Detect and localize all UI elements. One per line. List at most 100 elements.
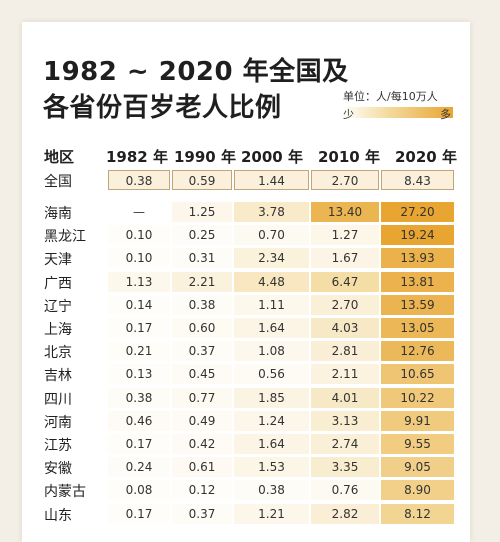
heat-cell: 4.01	[311, 387, 379, 408]
heat-cell: 19.24	[381, 225, 454, 246]
heat-cell: 0.38	[108, 387, 170, 408]
cell-value: 2.11	[331, 367, 359, 382]
heat-cell: 0.13	[108, 364, 170, 385]
heat-cell: 4.48	[234, 271, 309, 292]
heat-cell: 0.38	[108, 170, 170, 190]
cell-value: 27.20	[400, 205, 435, 219]
heat-cell: 0.77	[172, 387, 232, 408]
column-header-2020: 2020 年	[395, 148, 457, 166]
heat-cell: 13.81	[381, 271, 454, 292]
cell-value: 8.43	[404, 174, 431, 188]
cell-value: 3.13	[331, 413, 359, 428]
heat-cell: 12.76	[381, 341, 454, 362]
heat-cell: 0.21	[108, 341, 170, 362]
cell-value: 1.64	[258, 437, 285, 451]
cell-value: 0.10	[125, 251, 153, 266]
heat-cell: 0.42	[172, 434, 232, 454]
cell-value: 13.05	[400, 321, 435, 335]
heat-cell: 1.53	[234, 457, 309, 478]
chart-title: 1982 ~ 2020 年全国及 各省份百岁老人比例	[43, 54, 349, 126]
heat-cell: 3.35	[311, 457, 379, 478]
color-legend: 单位：人/每10万人 少 多	[343, 88, 453, 121]
heat-cell: 8.43	[381, 170, 454, 190]
heat-cell: 0.76	[311, 480, 379, 501]
heat-cell: 2.70	[311, 294, 379, 315]
heat-cell: 6.47	[311, 271, 379, 292]
cell-value: 8.12	[404, 506, 431, 521]
legend-high-label: 多	[440, 108, 451, 121]
cell-value: 0.38	[258, 483, 285, 498]
cell-value: 0.17	[125, 437, 153, 451]
heat-cell: 3.13	[311, 410, 379, 431]
heat-cell: 0.70	[234, 225, 309, 246]
heat-cell: 13.40	[311, 202, 379, 222]
cell-value: 0.59	[188, 174, 216, 188]
cell-value: 0.76	[331, 483, 359, 498]
heat-cell: 10.22	[381, 387, 454, 408]
heat-cell: 2.81	[311, 341, 379, 362]
cell-value: 0.38	[125, 390, 153, 405]
cell-value: 0.21	[125, 344, 153, 359]
cell-value: 1.27	[331, 228, 359, 243]
row-label: 黑龙江	[44, 229, 86, 246]
cell-value: 1.21	[258, 506, 285, 521]
legend-unit: 单位：人/每10万人	[343, 90, 438, 103]
heat-cell: 1.67	[311, 248, 379, 269]
heat-cell: —	[108, 202, 170, 222]
cell-value: 0.17	[125, 321, 153, 335]
cell-value: 0.13	[125, 367, 153, 382]
heat-cell: 0.45	[172, 364, 232, 385]
row-label: 海南	[44, 206, 72, 222]
heat-cell: 13.59	[381, 294, 454, 315]
cell-value: 4.01	[331, 390, 359, 405]
heat-cell: 0.37	[172, 341, 232, 362]
heat-cell: 0.38	[234, 480, 309, 501]
heat-cell: 1.25	[172, 202, 232, 222]
cell-value: 10.22	[400, 390, 435, 405]
heat-cell: 8.12	[381, 503, 454, 524]
heat-cell: 0.08	[108, 480, 170, 501]
cell-value: 0.12	[188, 483, 216, 498]
row-label: 上海	[44, 322, 72, 338]
row-header-label: 地区	[44, 148, 75, 166]
heat-cell: 0.10	[108, 248, 170, 269]
cell-value: 1.08	[258, 344, 285, 359]
cell-value: 9.05	[404, 460, 431, 475]
heat-cell: 1.64	[234, 434, 309, 454]
cell-value: 0.77	[188, 390, 216, 405]
cell-value: 1.25	[188, 205, 216, 219]
cell-value: 0.08	[125, 483, 153, 498]
heat-cell: 1.64	[234, 318, 309, 338]
cell-value: 13.59	[400, 297, 435, 312]
row-label: 河南	[44, 414, 72, 431]
row-label: 安徽	[44, 461, 72, 478]
heat-cell: 0.38	[172, 294, 232, 315]
cell-value: 1.24	[258, 413, 285, 428]
heat-cell: 1.13	[108, 271, 170, 292]
row-label: 江苏	[44, 438, 72, 454]
column-header-2010: 2010 年	[318, 148, 380, 166]
heat-cell: 0.17	[108, 318, 170, 338]
cell-value: 0.46	[125, 413, 153, 428]
cell-value: 10.65	[400, 367, 435, 382]
cell-value: 8.90	[404, 483, 431, 498]
cell-value: 0.17	[125, 506, 153, 521]
heat-cell: 1.44	[234, 170, 309, 190]
column-header-2000: 2000 年	[241, 148, 303, 166]
heat-cell: 0.59	[172, 170, 232, 190]
cell-value: 13.40	[327, 205, 363, 219]
cell-value: 3.78	[258, 205, 285, 219]
cell-value: 3.35	[331, 460, 359, 475]
legend-gradient-bar: 少 多	[343, 107, 453, 121]
cell-value: 0.37	[188, 506, 216, 521]
cell-value: 1.53	[258, 460, 285, 475]
heat-cell: 0.17	[108, 434, 170, 454]
row-label: 内蒙古	[44, 484, 86, 501]
heat-cell: 2.21	[172, 271, 232, 292]
row-label: 吉林	[44, 368, 72, 385]
heat-cell: 1.11	[234, 294, 309, 315]
heat-cell: 1.21	[234, 503, 309, 524]
cell-value: 1.67	[331, 251, 359, 266]
cell-value: —	[133, 205, 145, 219]
heat-cell: 1.27	[311, 225, 379, 246]
